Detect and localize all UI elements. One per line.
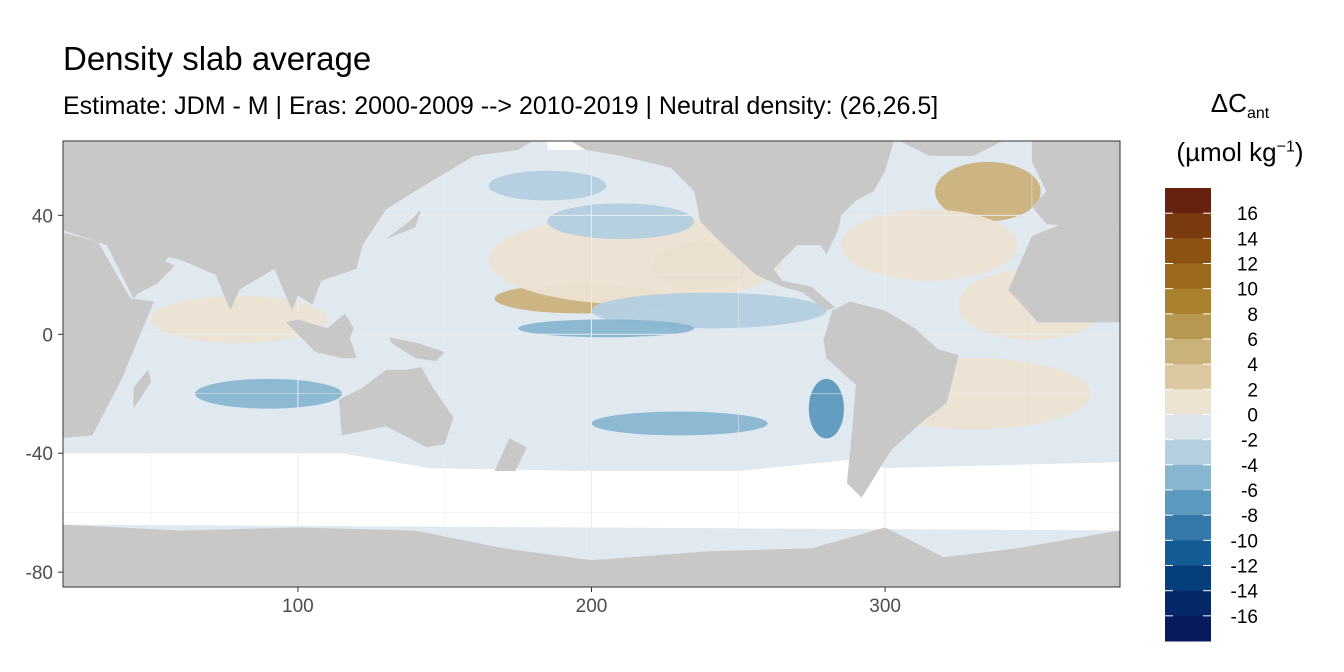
- legend-bin: [1165, 364, 1211, 390]
- value-region-13: [488, 170, 607, 201]
- x-tick-label: 300: [869, 596, 901, 617]
- legend-label: -8: [1241, 506, 1258, 527]
- land-africa: [63, 232, 154, 438]
- land-north_america: [570, 141, 894, 311]
- value-region-3: [841, 209, 1018, 281]
- land-borneo: [324, 313, 354, 344]
- y-tick-label: -40: [26, 444, 53, 465]
- legend-title-unit: (µmol kg−1): [1150, 137, 1330, 168]
- legend-label: -2: [1241, 431, 1258, 452]
- value-region-14: [808, 378, 845, 439]
- legend-unit-exponent: −1: [1276, 138, 1295, 156]
- legend-label: 16: [1237, 204, 1258, 225]
- land-arabia: [110, 245, 175, 296]
- value-region-11: [591, 411, 768, 436]
- legend-label: 12: [1237, 255, 1258, 276]
- legend-label: -14: [1231, 582, 1259, 603]
- land-madagascar: [133, 369, 152, 409]
- legend-bin: [1165, 590, 1211, 617]
- land-eurasia: [63, 141, 533, 311]
- land-antarctica: [63, 524, 1120, 587]
- legend-bin: [1165, 540, 1211, 566]
- legend-label: 0: [1247, 406, 1258, 427]
- legend-label: 8: [1247, 305, 1258, 326]
- legend-label: -4: [1241, 456, 1258, 477]
- legend-label: 14: [1237, 229, 1259, 250]
- legend-label: -6: [1241, 481, 1258, 502]
- legend-label: 4: [1247, 355, 1258, 376]
- legend-bin: [1165, 238, 1211, 264]
- chart-title: Density slab average: [63, 40, 372, 77]
- legend-bin: [1165, 339, 1211, 365]
- legend-bin: [1165, 439, 1211, 466]
- legend-bin: [1165, 263, 1211, 290]
- land-new_guinea: [388, 337, 445, 361]
- land-japan: [386, 209, 422, 240]
- x-tick-label: 100: [282, 596, 314, 617]
- legend-bin: [1165, 490, 1211, 516]
- legend-bin: [1165, 288, 1211, 315]
- legend-bin: [1165, 515, 1211, 541]
- land-europe_w: [1031, 141, 1120, 228]
- land-australia: [339, 367, 454, 448]
- y-tick-label: 40: [32, 206, 53, 227]
- legend-bin: [1165, 213, 1211, 239]
- land-greenland: [899, 141, 1003, 156]
- legend-label: -10: [1231, 531, 1258, 552]
- legend-title-main: ΔCant: [1150, 88, 1330, 123]
- legend-bin: [1165, 313, 1211, 340]
- land-south_america: [823, 301, 959, 498]
- legend-bin: [1165, 389, 1211, 415]
- value-region-2: [935, 161, 1041, 222]
- legend-bin: [1165, 615, 1211, 642]
- legend-label: 2: [1247, 380, 1258, 401]
- land-indonesia: [286, 319, 357, 359]
- y-tick-label: -80: [26, 563, 53, 584]
- land-new_zealand: [494, 438, 527, 471]
- legend-title-subscript: ant: [1246, 105, 1270, 123]
- land-africa_w: [1008, 224, 1120, 323]
- value-region-9: [518, 319, 695, 338]
- value-region-8: [591, 292, 827, 329]
- legend-label: 10: [1237, 280, 1258, 301]
- legend-bin: [1165, 188, 1211, 214]
- y-tick-label: 0: [42, 325, 53, 346]
- legend-label: -16: [1231, 607, 1258, 628]
- x-tick-label: 200: [576, 596, 608, 617]
- legend-title-symbol: ΔC: [1210, 88, 1247, 118]
- legend-label: -12: [1231, 557, 1258, 578]
- chart-subtitle: Estimate: JDM - M | Eras: 2000-2009 --> …: [63, 92, 939, 120]
- legend-bin: [1165, 464, 1211, 491]
- legend-bin: [1165, 565, 1211, 592]
- legend-unit-open: (µmol kg: [1176, 137, 1277, 167]
- value-region-12: [547, 203, 695, 240]
- value-region-6: [488, 215, 783, 305]
- legend-unit-close: ): [1294, 137, 1304, 167]
- map-panel: [63, 141, 1120, 587]
- legend-bin: [1165, 414, 1211, 441]
- value-region-7: [151, 295, 328, 344]
- legend: 16 14 12 10 8 6 4 2 0 -2 -4 -6 -8 -10 -12 -14 -16: [1165, 188, 1258, 642]
- legend-label: 6: [1247, 330, 1258, 351]
